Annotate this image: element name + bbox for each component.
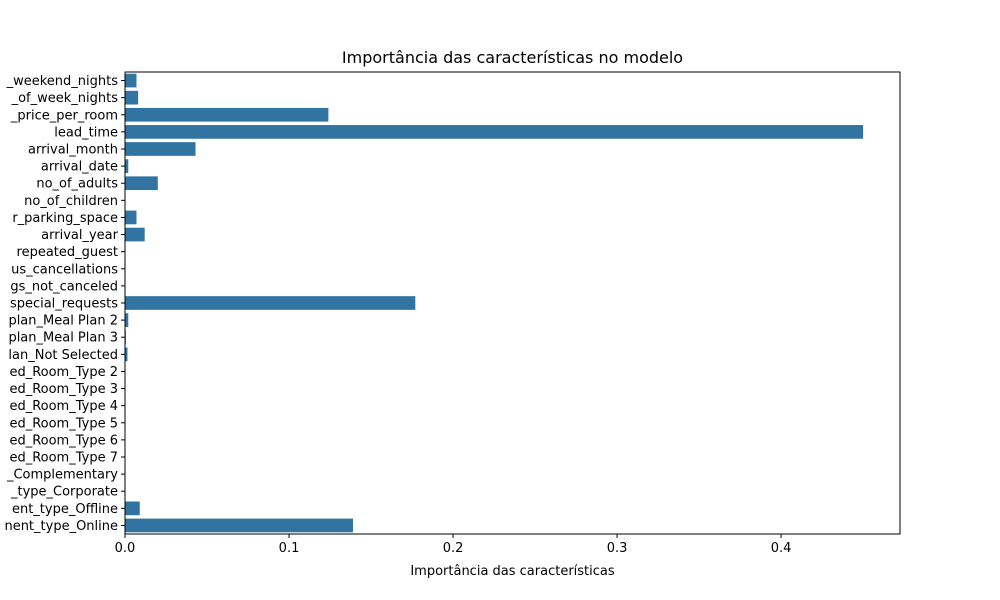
- bar-1: [125, 90, 139, 105]
- y-tick-label: ed_Room_Type 6: [9, 433, 118, 448]
- y-tick-label: gs_not_canceled: [10, 279, 118, 294]
- y-tick-label: ed_Room_Type 7: [9, 451, 118, 466]
- y-tick-label: arrival_date: [41, 160, 118, 175]
- bars-group: [125, 73, 864, 533]
- y-tick-label: ed_Room_Type 4: [9, 399, 118, 414]
- bar-4: [125, 142, 196, 156]
- bar-8: [125, 210, 137, 225]
- y-tick-label: arrival_year: [41, 228, 118, 243]
- y-tick-label: us_cancellations: [11, 262, 118, 277]
- y-tick-label: _price_per_room: [10, 108, 118, 123]
- x-tick-label: 0.1: [279, 541, 300, 556]
- y-tick-label: no_of_children: [24, 194, 118, 209]
- y-tick-label: ed_Room_Type 2: [9, 365, 118, 380]
- bar-26: [125, 518, 353, 533]
- plot-frame: [124, 71, 901, 535]
- chart-title: Importância das características no model…: [342, 48, 683, 67]
- x-ticks: 0.0 0.1 0.2 0.3 0.4: [115, 534, 792, 556]
- y-tick-label: r_parking_space: [12, 211, 118, 226]
- y-tick-labels: _weekend_nights _of_week_nights _price_per…: [4, 74, 125, 534]
- y-tick-label: _of_week_nights: [11, 91, 119, 106]
- bar-0: [125, 73, 137, 88]
- y-tick-label: special_requests: [10, 297, 118, 312]
- x-axis-label: Importância das características: [410, 564, 615, 579]
- y-tick-label: ed_Room_Type 5: [9, 416, 118, 431]
- y-tick-label: _weekend_nights: [6, 74, 119, 89]
- y-tick-label: ent_type_Offline: [12, 502, 118, 517]
- bar-5: [125, 159, 129, 173]
- bar-14: [125, 313, 129, 327]
- x-tick-label: 0.3: [607, 541, 628, 556]
- x-tick-label: 0.0: [115, 541, 136, 556]
- y-tick-label: repeated_guest: [17, 245, 118, 260]
- y-tick-label: arrival_month: [28, 143, 118, 158]
- x-tick-label: 0.4: [771, 541, 792, 556]
- bar-2: [125, 107, 329, 122]
- bar-6: [125, 176, 158, 191]
- bar-13: [125, 296, 416, 310]
- bar-16: [125, 347, 128, 362]
- y-tick-label: _type_Corporate: [10, 485, 118, 500]
- y-tick-label: no_of_adults: [36, 177, 118, 192]
- x-tick-label: 0.2: [443, 541, 464, 556]
- y-tick-label: plan_Meal Plan 2: [8, 314, 118, 329]
- bar-9: [125, 227, 145, 242]
- bar-3: [125, 125, 864, 139]
- y-tick-label: nent_type_Online: [4, 519, 118, 534]
- y-tick-label: _Complementary: [6, 468, 118, 483]
- bar-25: [125, 501, 140, 516]
- y-tick-label: lan_Not Selected: [8, 348, 118, 363]
- y-tick-label: plan_Meal Plan 3: [8, 331, 118, 346]
- y-tick-label: lead_time: [54, 125, 118, 140]
- y-tick-label: ed_Room_Type 3: [9, 382, 118, 397]
